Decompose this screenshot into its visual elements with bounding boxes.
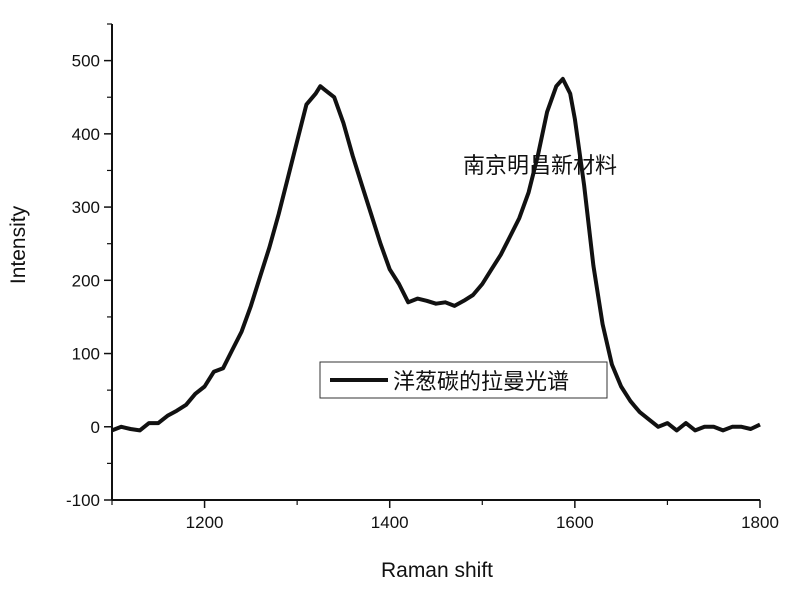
- y-tick-label: -100: [66, 491, 100, 510]
- legend-label: 洋葱碳的拉曼光谱: [393, 369, 569, 394]
- y-tick-label: 400: [72, 125, 100, 144]
- x-tick-label: 1200: [186, 513, 224, 532]
- watermark-annotation: 南京明昌新材料: [463, 153, 617, 178]
- ticks: 1200 1400 1600 1800 -100 0 100 200 300 400 500: [66, 23, 779, 532]
- y-tick-label: 0: [91, 418, 100, 437]
- x-tick-label: 1600: [556, 513, 594, 532]
- x-axis-label: Raman shift: [381, 559, 493, 582]
- y-tick-label: 500: [72, 52, 100, 71]
- y-tick-label: 200: [72, 271, 100, 290]
- series-line: [111, 76, 761, 433]
- x-tick-label: 1800: [741, 513, 779, 532]
- y-tick-label: 300: [72, 198, 100, 217]
- x-tick-label: 1400: [371, 513, 409, 532]
- y-axis-label: Intensity: [7, 205, 30, 284]
- y-tick-label: 100: [72, 345, 100, 364]
- legend: 洋葱碳的拉曼光谱: [319, 361, 608, 399]
- axes: [111, 24, 760, 501]
